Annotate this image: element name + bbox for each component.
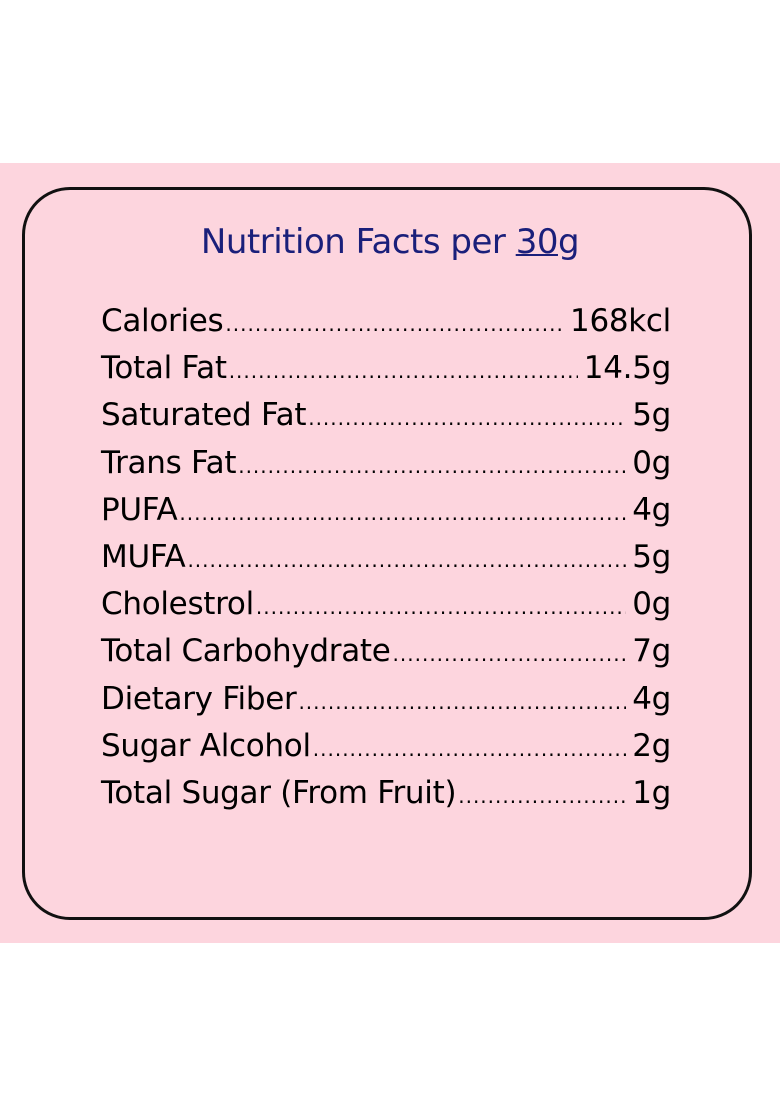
title-prefix: Nutrition Facts per	[200, 222, 516, 262]
nutrition-row: Total Carbohydrate 7g	[101, 633, 671, 680]
dot-leader	[298, 690, 626, 714]
nutrient-label: Calories	[101, 303, 224, 339]
dot-leader	[187, 548, 626, 572]
nutrition-title: Nutrition Facts per 30g	[0, 222, 780, 262]
nutrient-label: MUFA	[101, 538, 186, 575]
nutrient-label: Total Sugar (From Fruit)	[101, 774, 457, 811]
nutrition-row: PUFA 4g	[101, 492, 671, 539]
nutrient-label: Saturated Fat	[101, 397, 307, 434]
serving-amount: 30	[515, 222, 559, 262]
nutrient-label: Sugar Alcohol	[101, 727, 311, 764]
nutrition-row: Total Fat 14.5g	[101, 350, 671, 397]
nutrition-row: Total Sugar (From Fruit) 1g	[101, 775, 671, 822]
nutrient-value: 4g	[632, 680, 671, 717]
nutrition-list: Calories 168kcl Total Fat 14.5g Saturated Fa…	[101, 303, 671, 822]
nutrition-row: Trans Fat 0g	[101, 445, 671, 492]
nutrient-value: 1g	[632, 774, 671, 811]
nutrition-card	[22, 187, 752, 920]
dot-leader	[458, 784, 626, 808]
nutrient-value: 14.5g	[583, 350, 672, 387]
nutrition-row: Saturated Fat 5g	[101, 397, 671, 444]
nutrient-label: PUFA	[101, 491, 178, 528]
dot-leader	[308, 406, 626, 430]
nutrient-label: Total Carbohydrate	[101, 633, 391, 670]
nutrition-row: Calories 168kcl	[101, 303, 671, 350]
nutrient-value: 5g	[632, 397, 671, 434]
dot-leader	[229, 359, 578, 383]
nutrition-row: MUFA 5g	[101, 539, 671, 586]
dot-leader	[256, 595, 626, 619]
nutrient-value: 0g	[632, 444, 671, 481]
nutrition-row: Cholestrol 0g	[101, 586, 671, 633]
dot-leader	[238, 454, 626, 478]
dot-leader	[313, 737, 626, 761]
nutrient-value: 4g	[632, 491, 671, 528]
nutrient-label: Cholestrol	[101, 586, 254, 623]
nutrient-value: 168kcl	[570, 303, 671, 339]
nutrient-value: 7g	[632, 633, 671, 670]
nutrient-label: Trans Fat	[101, 444, 237, 481]
nutrition-row: Sugar Alcohol 2g	[101, 728, 671, 775]
dot-leader	[179, 501, 626, 525]
nutrient-label: Dietary Fiber	[101, 680, 297, 717]
nutrient-value: 2g	[632, 727, 671, 764]
nutrient-value: 5g	[632, 538, 671, 575]
dot-leader	[393, 642, 627, 666]
nutrient-label: Total Fat	[101, 350, 227, 387]
nutrition-row: Dietary Fiber 4g	[101, 681, 671, 728]
serving-unit: g	[557, 222, 580, 262]
dot-leader	[225, 312, 564, 336]
nutrient-value: 0g	[632, 586, 671, 623]
